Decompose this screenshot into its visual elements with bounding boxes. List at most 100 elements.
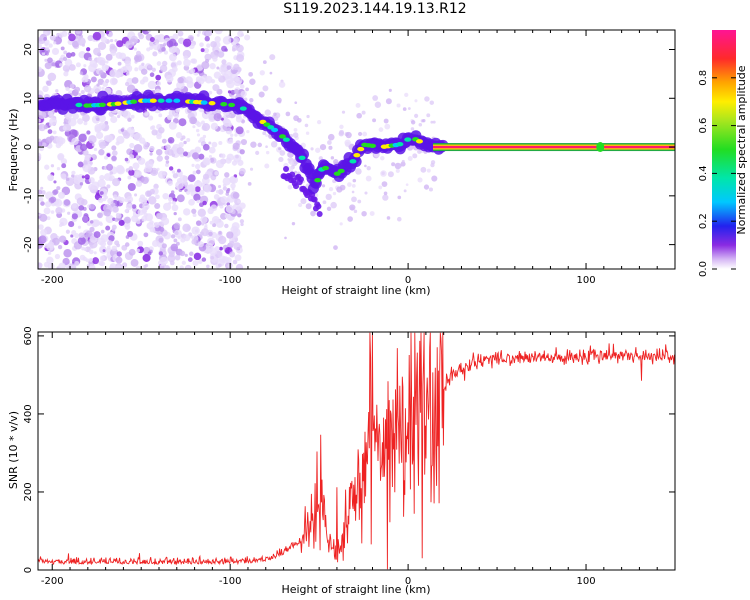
spectral-speckle (178, 118, 187, 127)
spectral-speckle (116, 114, 121, 119)
spectral-speckle (404, 92, 409, 98)
spectral-speckle (230, 133, 234, 137)
spectral-speckle (93, 251, 97, 255)
spectral-speckle (77, 37, 86, 46)
snr-ytick-label: 400 (23, 404, 34, 423)
spectral-speckle (183, 59, 191, 67)
spectral-speckle (167, 196, 173, 202)
spectral-speckle (89, 220, 94, 224)
spectral-ridge (38, 89, 675, 217)
spectral-speckle (165, 160, 170, 164)
colorbar-tick-label: 0.8 (698, 70, 709, 86)
spectral-speckle (430, 120, 434, 124)
spectral-speckle (380, 170, 387, 177)
spectral-speckle (93, 231, 101, 239)
spectral-speckle (42, 85, 49, 93)
spectral-speckle (200, 120, 205, 125)
spectral-speckle (93, 84, 102, 93)
spectral-speckle (64, 58, 73, 67)
spectral-speckle (356, 112, 362, 119)
snr-frame (37, 331, 676, 571)
spectral-speckle (269, 71, 273, 75)
spectral-speckle (98, 197, 104, 203)
spectral-speckle (120, 128, 125, 132)
spectral-ridge-core (130, 99, 138, 104)
spectral-speckle (63, 199, 71, 206)
spectral-speckle (59, 217, 68, 226)
spectral-speckle (237, 30, 244, 38)
spectral-speckle (366, 166, 371, 171)
spectral-speckle (417, 149, 422, 154)
spectral-speckle (130, 259, 139, 267)
spectral-speckle (115, 90, 123, 97)
spectral-speckle (65, 177, 70, 181)
spectral-speckle (382, 194, 389, 201)
spectral-speckle (91, 181, 100, 190)
spectral-speckle (140, 68, 148, 75)
spectral-speckle (202, 157, 211, 166)
spectral-speckle (130, 132, 135, 138)
spectral-ridge-core (415, 139, 423, 144)
spectral-speckle (378, 127, 384, 132)
spectral-speckle (200, 48, 205, 53)
spectral-speckle (111, 245, 118, 252)
spectral-speckle (175, 241, 180, 246)
spectral-speckle (405, 183, 409, 187)
spectral-speckle (103, 208, 112, 217)
spectral-speckle (55, 89, 59, 93)
spectral-speckle (115, 265, 122, 269)
spectral-speckle (212, 56, 218, 62)
spectral-speckle (173, 222, 181, 230)
spectral-speckle (177, 30, 184, 37)
spectral-speckle (80, 89, 85, 95)
spectral-speckle (157, 170, 166, 179)
spectral-speckle (44, 201, 52, 208)
spectral-speckle (431, 175, 438, 182)
spectral-speckle (44, 164, 50, 170)
spectral-speckle (68, 221, 75, 228)
spectral-speckle (125, 40, 134, 49)
spectral-speckle (231, 222, 240, 231)
spectral-speckle (208, 154, 213, 159)
spectral-speckle (71, 170, 76, 175)
spectral-speckle (72, 113, 79, 120)
spectral-speckle (78, 232, 85, 239)
spectral-speckle (353, 209, 358, 214)
spectral-speckle (351, 196, 357, 203)
spectral-speckle (78, 133, 87, 143)
spectral-speckle (101, 86, 105, 90)
colorbar-tick-label: 0.0 (698, 261, 709, 277)
spectral-speckle (292, 132, 299, 138)
spectral-speckle (100, 36, 108, 43)
spectral-speckle (177, 76, 184, 84)
spectral-speckle (97, 57, 106, 66)
spectral-speckle (116, 243, 120, 248)
spectral-speckle (137, 240, 144, 247)
spectral-speckle (192, 152, 200, 160)
spectral-ridge-core (357, 146, 365, 152)
spectral-speckle (144, 164, 152, 173)
spectral-branch-point (311, 196, 318, 203)
spectral-speckle (328, 187, 334, 192)
spectral-speckle (111, 155, 117, 162)
spectral-speckle (212, 84, 220, 92)
spectral-speckle (135, 155, 140, 159)
spectral-speckle (391, 162, 396, 167)
spectral-speckle (417, 177, 423, 183)
spectral-speckle (105, 87, 111, 93)
spectral-ridge-core (278, 134, 286, 139)
spectral-speckle (147, 30, 152, 33)
spectral-speckle (424, 96, 430, 102)
spectral-speckle (43, 207, 51, 215)
spectral-speckle (106, 163, 114, 171)
spectral-speckle (165, 144, 171, 150)
spectral-speckle (185, 266, 191, 269)
spectral-speckle (105, 214, 114, 224)
spectral-speckle (168, 38, 177, 47)
spectral-speckle (192, 213, 197, 218)
spectral-ridge-core (353, 153, 361, 158)
spectral-speckle (278, 81, 286, 88)
spectral-speckle (197, 241, 204, 248)
spectral-speckle (94, 126, 102, 133)
spectral-speckle (208, 90, 213, 95)
